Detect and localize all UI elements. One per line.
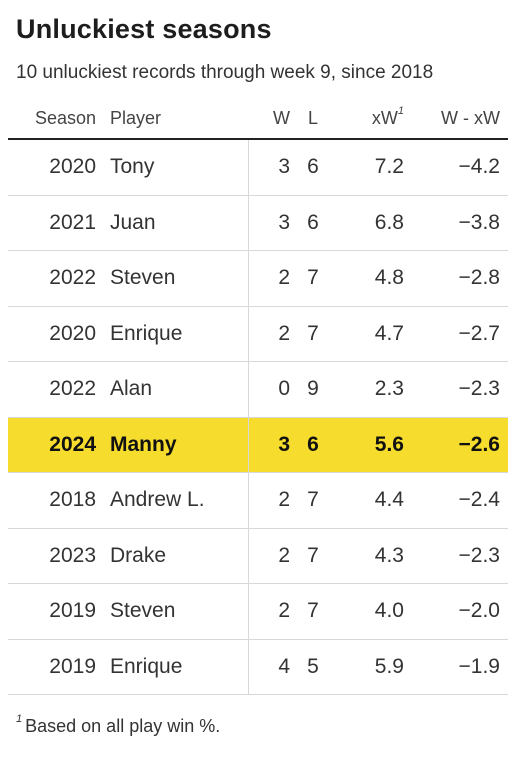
header-xw-label: xW [371, 107, 398, 128]
table-row-highlighted: 2024 Manny 3 6 5.6 −2.6 [8, 417, 508, 473]
header-w: W [248, 98, 298, 140]
table-row: 2019 Enrique 4 5 5.9 −1.9 [8, 639, 508, 695]
cell-w: 4 [248, 639, 298, 695]
cell-player: Steven [110, 583, 249, 640]
table-row: 2020 Enrique 2 7 4.7 −2.7 [8, 306, 508, 362]
table-row: 2020 Tony 3 6 7.2 −4.2 [8, 139, 508, 196]
cell-xw: 5.9 [328, 639, 408, 695]
cell-season: 2022 [8, 361, 110, 418]
table-body: 2020 Tony 3 6 7.2 −4.2 2021 Juan 3 6 6.8 −3.8 2022 St… [8, 139, 508, 695]
cell-w-minus-xw: −2.4 [408, 472, 508, 529]
cell-w: 2 [248, 306, 298, 362]
header-l: L [298, 98, 328, 140]
cell-l: 6 [298, 139, 328, 196]
cell-player: Juan [110, 195, 249, 251]
header-xw: xW1 [328, 98, 408, 140]
cell-w: 2 [248, 472, 298, 529]
cell-w-minus-xw: −2.6 [408, 417, 508, 473]
cell-player: Andrew L. [110, 472, 249, 529]
header-player: Player [110, 98, 248, 140]
cell-season: 2024 [8, 417, 110, 473]
cell-season: 2020 [8, 306, 110, 362]
cell-l: 9 [298, 361, 328, 418]
cell-w: 0 [248, 361, 298, 418]
cell-season: 2018 [8, 472, 110, 529]
cell-xw: 4.8 [328, 250, 408, 307]
footnote-text: Based on all play win %. [25, 716, 221, 736]
cell-season: 2021 [8, 195, 110, 251]
cell-player: Tony [110, 139, 249, 196]
cell-w: 3 [248, 139, 298, 196]
cell-w: 3 [248, 417, 298, 473]
cell-xw: 4.7 [328, 306, 408, 362]
cell-player: Alan [110, 361, 249, 418]
cell-player: Enrique [110, 306, 249, 362]
chart-subtitle: 10 unluckiest records through week 9, si… [16, 62, 434, 83]
cell-l: 6 [298, 417, 328, 473]
cell-xw: 4.3 [328, 528, 408, 584]
cell-season: 2023 [8, 528, 110, 584]
cell-w-minus-xw: −2.3 [408, 361, 508, 418]
table-row: 2023 Drake 2 7 4.3 −2.3 [8, 528, 508, 584]
table-row: 2022 Steven 2 7 4.8 −2.8 [8, 250, 508, 307]
table-row: 2019 Steven 2 7 4.0 −2.0 [8, 583, 508, 640]
cell-l: 7 [298, 472, 328, 529]
table-row: 2018 Andrew L. 2 7 4.4 −2.4 [8, 472, 508, 529]
cell-xw: 4.4 [328, 472, 408, 529]
cell-xw: 4.0 [328, 583, 408, 640]
chart-title: Unluckiest seasons [16, 14, 272, 44]
footnote: 1 Based on all play win %. [16, 713, 221, 737]
cell-w-minus-xw: −4.2 [408, 139, 508, 196]
header-row: Season Player W L xW1 W - xW [8, 98, 508, 140]
data-table: Season Player W L xW1 W - xW 2020 Tony 3 6 7… [8, 98, 508, 695]
cell-player: Manny [110, 417, 249, 473]
header-w-minus-xw: W - xW [408, 98, 508, 140]
cell-w-minus-xw: −2.7 [408, 306, 508, 362]
table-row: 2021 Juan 3 6 6.8 −3.8 [8, 195, 508, 251]
cell-l: 7 [298, 528, 328, 584]
footnote-marker: 1 [16, 713, 23, 725]
cell-w-minus-xw: −1.9 [408, 639, 508, 695]
header-xw-footnote-marker: 1 [397, 104, 404, 117]
cell-season: 2020 [8, 139, 110, 196]
cell-l: 7 [298, 583, 328, 640]
cell-w-minus-xw: −2.0 [408, 583, 508, 640]
cell-w: 3 [248, 195, 298, 251]
header-season: Season [8, 98, 110, 140]
cell-l: 5 [298, 639, 328, 695]
table-row: 2022 Alan 0 9 2.3 −2.3 [8, 361, 508, 418]
cell-w: 2 [248, 528, 298, 584]
cell-season: 2019 [8, 639, 110, 695]
cell-w-minus-xw: −2.8 [408, 250, 508, 307]
cell-xw: 7.2 [328, 139, 408, 196]
cell-xw: 5.6 [328, 417, 408, 473]
cell-w-minus-xw: −3.8 [408, 195, 508, 251]
cell-w: 2 [248, 250, 298, 307]
cell-l: 7 [298, 306, 328, 362]
cell-season: 2019 [8, 583, 110, 640]
cell-player: Steven [110, 250, 249, 307]
cell-l: 7 [298, 250, 328, 307]
cell-w: 2 [248, 583, 298, 640]
cell-xw: 6.8 [328, 195, 408, 251]
cell-xw: 2.3 [328, 361, 408, 418]
cell-w-minus-xw: −2.3 [408, 528, 508, 584]
cell-season: 2022 [8, 250, 110, 307]
cell-l: 6 [298, 195, 328, 251]
cell-player: Drake [110, 528, 249, 584]
cell-player: Enrique [110, 639, 249, 695]
